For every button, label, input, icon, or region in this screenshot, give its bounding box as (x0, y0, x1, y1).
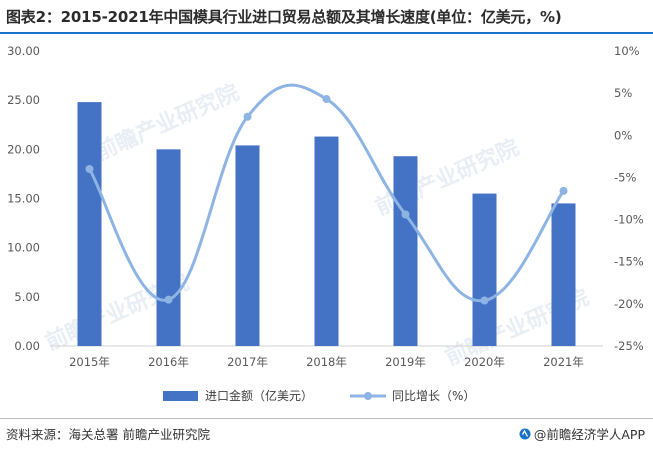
brand-credit: @前瞻经济学人APP (519, 424, 645, 443)
bar-import-value (235, 145, 260, 346)
x-tick-label: 2018年 (306, 355, 347, 369)
growth-rate-point (401, 210, 410, 219)
x-tick-label: 2016年 (148, 355, 189, 369)
y-left-tick-label: 15.00 (7, 192, 40, 206)
y-right-tick-label: -10% (614, 213, 644, 227)
y-right-tick-label: -25% (614, 339, 644, 353)
bar-import-value (393, 156, 418, 346)
y-left-tick-label: 10.00 (7, 241, 40, 255)
bar-import-value (472, 193, 497, 346)
growth-rate-point (85, 165, 94, 173)
legend-line-label: 同比增长（%） (392, 389, 475, 403)
brand-logo-icon (519, 428, 531, 439)
growth-rate-point (243, 112, 252, 121)
y-right-tick-label: 0% (614, 128, 632, 142)
x-tick-label: 2021年 (543, 355, 584, 369)
y-right-tick-label: 5% (614, 86, 632, 100)
legend-line-marker (364, 392, 372, 400)
source-note: 资料来源：海关总署 前瞻产业研究院 (6, 427, 210, 442)
x-tick-label: 2017年 (227, 355, 268, 369)
y-right-tick-label: -5% (614, 170, 636, 184)
growth-rate-point (164, 295, 173, 304)
legend-bar-label: 进口金额（亿美元） (205, 388, 313, 403)
y-left-tick-label: 5.00 (14, 290, 40, 304)
bar-import-value (156, 149, 181, 346)
growth-rate-point (480, 296, 489, 305)
y-right-tick-label: -20% (614, 297, 644, 311)
x-tick-label: 2019年 (385, 355, 426, 369)
bar-import-value (77, 102, 102, 346)
x-tick-label: 2020年 (464, 355, 505, 369)
x-tick-label: 2015年 (69, 355, 110, 369)
footer-divider (0, 418, 653, 419)
y-left-tick-label: 20.00 (7, 142, 40, 156)
title-divider (0, 32, 653, 34)
growth-rate-point (322, 95, 331, 104)
y-left-tick-label: 30.00 (7, 44, 40, 58)
chart-title: 图表2：2015-2021年中国模具行业进口贸易总额及其增长速度(单位：亿美元，… (6, 8, 562, 26)
brand-label: @前瞻经济学人APP (533, 427, 645, 442)
y-right-tick-label: 10% (614, 44, 640, 58)
y-left-tick-label: 0.00 (14, 339, 40, 353)
growth-rate-point (559, 186, 568, 195)
bar-import-value (551, 203, 576, 346)
y-right-tick-label: -15% (614, 255, 644, 269)
y-left-tick-label: 25.00 (7, 93, 40, 107)
legend-bar-swatch (163, 391, 198, 401)
bar-import-value (314, 136, 339, 346)
